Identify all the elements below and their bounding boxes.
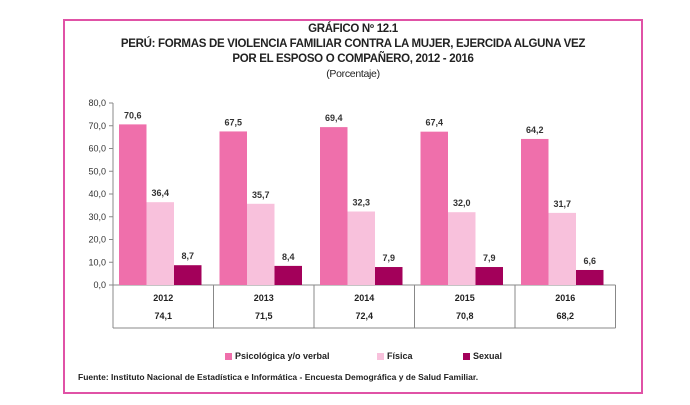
legend-item-fisica: Física xyxy=(377,351,413,361)
data-label: 7,9 xyxy=(382,253,395,263)
bar-psicol-gica-y-o-verbal-2015 xyxy=(420,131,448,285)
bar-sexual-2013 xyxy=(274,265,302,285)
y-tick-label: 80,0 xyxy=(88,98,106,108)
data-label: 67,4 xyxy=(425,118,443,128)
total-value: 72,4 xyxy=(355,311,373,321)
bar-sexual-2015 xyxy=(475,267,503,285)
bar-psicol-gica-y-o-verbal-2014 xyxy=(320,127,348,286)
bar-f-sica-2014 xyxy=(347,211,375,285)
data-label: 36,4 xyxy=(151,188,169,198)
y-tick-label: 0,0 xyxy=(93,280,106,290)
bar-psicol-gica-y-o-verbal-2012 xyxy=(119,124,147,285)
data-label: 8,4 xyxy=(282,252,295,262)
chart-frame xyxy=(63,19,643,394)
bar-f-sica-2013 xyxy=(247,203,275,285)
bar-sexual-2016 xyxy=(576,269,604,285)
y-tick-label: 10,0 xyxy=(88,257,106,267)
bar-psicol-gica-y-o-verbal-2016 xyxy=(521,138,549,285)
bar-f-sica-2012 xyxy=(146,202,174,285)
bar-sexual-2014 xyxy=(375,267,403,285)
data-label: 64,2 xyxy=(526,125,544,135)
y-tick-label: 30,0 xyxy=(88,212,106,222)
data-label: 8,7 xyxy=(181,251,194,261)
source-note: Fuente: Instituto Nacional de Estadístic… xyxy=(78,372,479,382)
total-value: 74,1 xyxy=(154,311,172,321)
y-tick-label: 60,0 xyxy=(88,144,106,154)
y-tick-label: 70,0 xyxy=(88,121,106,131)
y-tick-label: 20,0 xyxy=(88,235,106,245)
data-label: 32,0 xyxy=(453,198,471,208)
data-label: 7,9 xyxy=(483,253,496,263)
data-label: 70,6 xyxy=(124,110,142,120)
legend-item-sexual: Sexual xyxy=(463,351,502,361)
x-category-label: 2013 xyxy=(254,293,274,303)
y-tick-label: 50,0 xyxy=(88,166,106,176)
legend-swatch xyxy=(377,352,384,360)
legend-swatch xyxy=(225,352,232,360)
x-category-label: 2012 xyxy=(153,293,173,303)
bar-f-sica-2015 xyxy=(448,212,476,285)
x-category-label: 2016 xyxy=(555,293,575,303)
data-label: 35,7 xyxy=(252,190,270,200)
bar-psicol-gica-y-o-verbal-2013 xyxy=(219,131,247,285)
data-label: 69,4 xyxy=(325,113,343,123)
legend-item-psicologica: Psicológica y/o verbal xyxy=(225,351,330,361)
bar-f-sica-2016 xyxy=(548,212,576,285)
chart-subtitle-1: PERÚ: FORMAS DE VIOLENCIA FAMILIAR CONTR… xyxy=(120,38,586,50)
x-category-label: 2015 xyxy=(455,293,475,303)
data-label: 32,3 xyxy=(352,198,370,208)
chart-title: GRÁFICO Nº 12.1 xyxy=(308,23,398,35)
chart-unit: (Porcentaje) xyxy=(326,68,380,80)
bar-sexual-2012 xyxy=(174,265,202,285)
legend-swatch xyxy=(463,352,470,360)
data-label: 67,5 xyxy=(224,117,242,127)
data-label: 6,6 xyxy=(583,256,596,266)
y-tick-label: 40,0 xyxy=(88,189,106,199)
total-value: 70,8 xyxy=(456,311,474,321)
legend-label: Psicológica y/o verbal xyxy=(235,351,330,361)
chart-subtitle-2: POR EL ESPOSO O COMPAÑERO, 2012 - 2016 xyxy=(232,53,474,65)
total-value: 71,5 xyxy=(255,311,273,321)
legend-label: Sexual xyxy=(473,351,503,361)
x-category-label: 2014 xyxy=(354,293,374,303)
total-value: 68,2 xyxy=(556,311,574,321)
data-label: 31,7 xyxy=(553,199,571,209)
legend-label: Física xyxy=(387,351,413,361)
